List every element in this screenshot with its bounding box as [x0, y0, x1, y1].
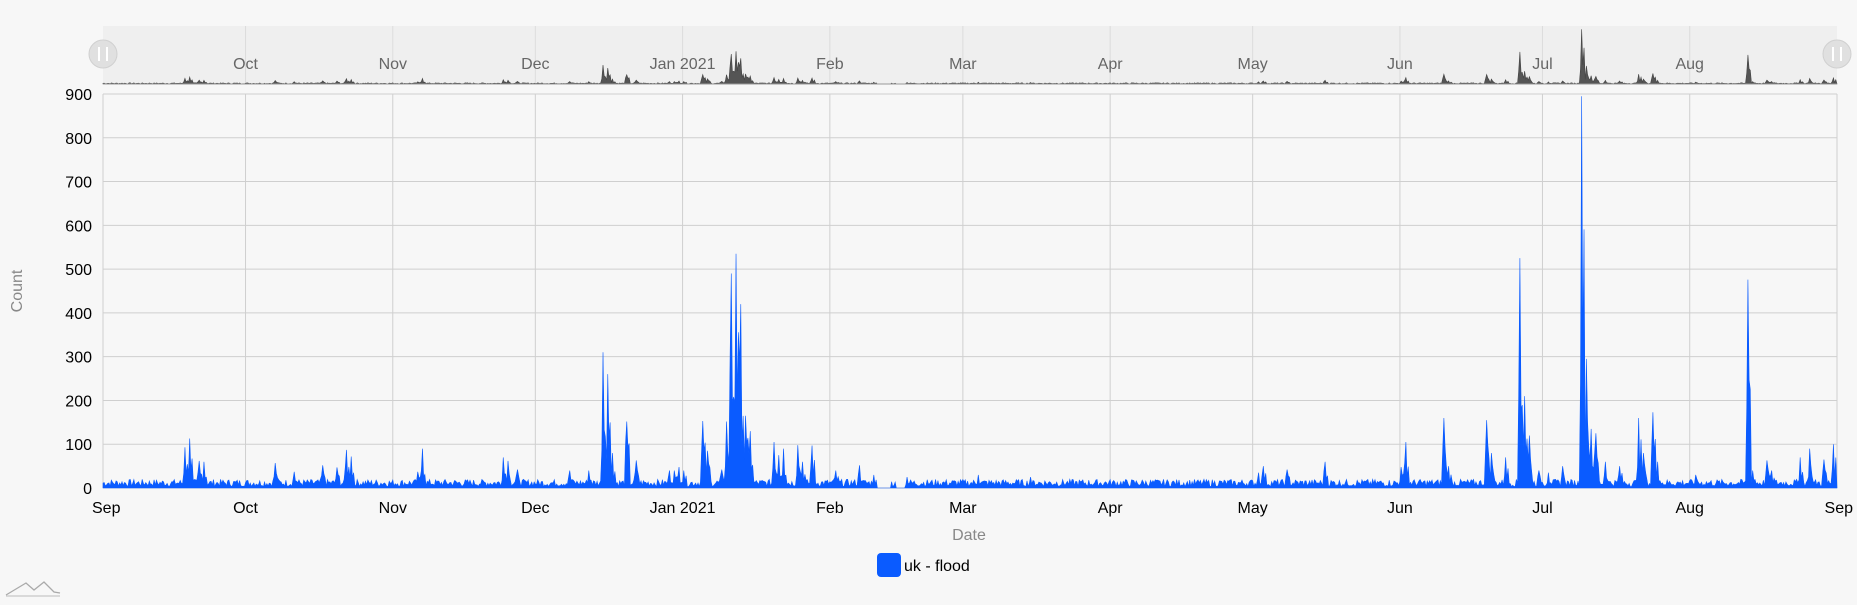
- navigator-label: Apr: [1098, 56, 1124, 73]
- range-navigator[interactable]: Oct Nov Dec Jan 2021 Feb Mar Apr May Jun Jul Aug: [88, 26, 1852, 85]
- y-tick-label: 300: [65, 350, 92, 367]
- navigator-series-area: [102, 29, 1838, 85]
- y-tick-label: 500: [65, 262, 92, 279]
- y-tick-label: 600: [65, 218, 92, 235]
- legend[interactable]: uk - flood: [877, 553, 970, 577]
- x-tick-label: Sep: [1825, 500, 1854, 517]
- y-tick-label: 200: [65, 393, 92, 410]
- x-tick-label: Feb: [816, 500, 844, 517]
- handle-left-circle[interactable]: [88, 39, 118, 69]
- navigator-label: Feb: [816, 56, 844, 73]
- x-tick-label: Apr: [1098, 500, 1124, 517]
- x-tick-label: Oct: [233, 500, 258, 517]
- navigator-label: May: [1238, 56, 1268, 73]
- chart-logo-icon[interactable]: [5, 581, 61, 597]
- series-area-uk-flood: [102, 96, 1838, 489]
- legend-swatch[interactable]: [877, 553, 901, 577]
- navigator-grid: [245, 26, 1691, 84]
- navigator-label: Oct: [233, 56, 258, 73]
- x-tick-label: Nov: [379, 500, 407, 517]
- navigator-handle-right[interactable]: [1822, 39, 1852, 69]
- x-tick-label: May: [1238, 500, 1268, 517]
- navigator-handle-left[interactable]: [88, 39, 118, 69]
- y-tick-label: 0: [83, 481, 92, 498]
- y-tick-label: 800: [65, 131, 92, 148]
- legend-label[interactable]: uk - flood: [904, 558, 970, 575]
- x-axis-title: Date: [952, 527, 986, 544]
- x-tick-label: Aug: [1675, 500, 1703, 517]
- y-tick-label: 400: [65, 306, 92, 323]
- y-tick-label: 700: [65, 175, 92, 192]
- navigator-label: Jun: [1387, 56, 1413, 73]
- navigator-label: Jul: [1532, 56, 1552, 73]
- y-axis-title: Count: [9, 269, 26, 312]
- handle-right-circle[interactable]: [1822, 39, 1852, 69]
- navigator-label: Mar: [949, 56, 977, 73]
- y-axis-ticks: 0 100 200 300 400 500 600 700 800 900: [65, 87, 92, 498]
- x-tick-label: Sep: [92, 500, 121, 517]
- x-tick-label: Dec: [521, 500, 549, 517]
- main-grid: [102, 93, 1838, 489]
- navigator-label: Dec: [521, 56, 549, 73]
- navigator-background: [103, 26, 1837, 84]
- x-tick-label: Mar: [949, 500, 977, 517]
- y-tick-label: 100: [65, 437, 92, 454]
- plot-background: [103, 94, 1837, 488]
- navigator-label: Nov: [379, 56, 407, 73]
- x-tick-label: Jan 2021: [650, 500, 716, 517]
- navigator-label: Jan 2021: [650, 56, 716, 73]
- x-tick-label: Jun: [1387, 500, 1413, 517]
- x-axis-ticks: Sep Oct Nov Dec Jan 2021 Feb Mar Apr May Jun Jul Au…: [92, 500, 1853, 517]
- navigator-label: Aug: [1675, 56, 1703, 73]
- x-tick-label: Jul: [1532, 500, 1552, 517]
- y-tick-label: 900: [65, 87, 92, 104]
- navigator-labels: Oct Nov Dec Jan 2021 Feb Mar Apr May Jun Jul Aug: [233, 56, 1704, 73]
